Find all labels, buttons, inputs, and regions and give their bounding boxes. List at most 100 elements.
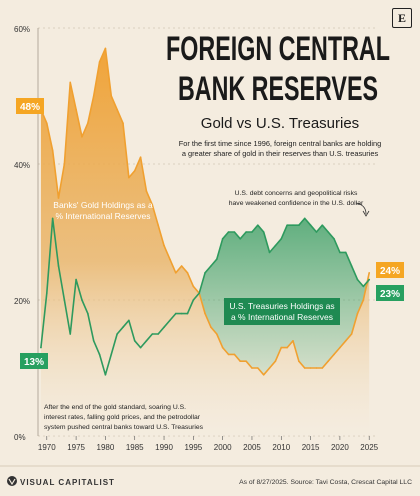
- debt-note-arrowhead: [362, 210, 370, 217]
- treasury-point: [368, 278, 371, 281]
- treasury-point: [51, 217, 54, 220]
- gold-point: [303, 367, 306, 369]
- treasury-point: [221, 238, 224, 240]
- x-tick-label: 2000: [214, 443, 232, 452]
- treasury-point: [145, 340, 148, 342]
- source-note: As of 8/27/2025. Source: Tavi Costa, Cre…: [239, 479, 412, 486]
- treasury-point: [315, 231, 318, 233]
- treasury-point: [339, 251, 341, 254]
- treasury-point: [274, 244, 277, 247]
- gold-point: [204, 312, 206, 315]
- gold-point: [63, 163, 66, 165]
- title-line-1: FOREIGN CENTRAL: [166, 30, 390, 68]
- gold-point: [362, 299, 365, 301]
- treasury-point: [104, 374, 107, 376]
- x-tick-label: 1985: [126, 443, 144, 452]
- gold-point: [116, 108, 118, 111]
- treasury-point: [321, 224, 324, 226]
- gold-point: [356, 312, 359, 315]
- treasury-point: [257, 224, 259, 226]
- debt-note-arrow: [355, 202, 367, 215]
- gold-point: [69, 81, 72, 84]
- treasury-point: [245, 231, 247, 233]
- treasury-point: [333, 238, 335, 240]
- gold-point: [221, 346, 224, 349]
- x-tick-label: 1970: [38, 443, 56, 452]
- gold-point: [157, 224, 159, 226]
- gold-point: [180, 265, 183, 267]
- treasury-series-label-box: U.S. Treasuries Holdings as a % Internat…: [224, 298, 340, 325]
- y-tick-label: 60%: [14, 25, 30, 34]
- gold-point: [333, 353, 335, 356]
- treasury-point: [75, 278, 77, 281]
- gold-end-value: 24%: [380, 266, 400, 277]
- treasury-point: [303, 217, 306, 220]
- gold-point: [57, 197, 60, 199]
- treasury-point: [280, 238, 283, 240]
- x-tick-label: 1990: [155, 443, 173, 452]
- treasury-point: [292, 224, 294, 226]
- debt-note-line-2: have weakened confidence in the U.S. dol…: [229, 200, 364, 207]
- gold-point: [133, 170, 136, 172]
- treasury-area: [40, 218, 370, 375]
- treasury-point: [110, 353, 113, 356]
- treasury-point: [45, 292, 48, 295]
- treasury-point: [186, 312, 189, 315]
- gold-point: [239, 360, 242, 363]
- gold-point: [292, 340, 294, 342]
- gold-point: [339, 346, 341, 349]
- x-tick-label: 2025: [360, 443, 378, 452]
- treasury-point: [163, 326, 165, 329]
- treasury-point: [362, 285, 365, 288]
- x-tick-label: 2010: [272, 443, 290, 452]
- gold-point: [122, 122, 124, 124]
- gold-point: [186, 272, 189, 274]
- gold-point: [192, 285, 195, 288]
- gold-series-label-line-2: % International Reserves: [56, 211, 151, 221]
- y-tick-label: 40%: [14, 161, 30, 170]
- gold-point: [145, 190, 148, 192]
- treasury-point: [192, 299, 195, 301]
- treasury-point: [233, 231, 236, 233]
- gold-point: [227, 353, 230, 356]
- treasury-point: [87, 312, 89, 315]
- treasury-series-label-line-1: U.S. Treasuries Holdings as: [229, 301, 334, 311]
- treasury-point: [92, 340, 95, 342]
- gold-point: [128, 176, 130, 179]
- history-note-line-3: system pushed central banks toward U.S. …: [44, 424, 204, 431]
- treasury-point: [327, 231, 329, 233]
- gold-point: [321, 367, 324, 369]
- treasury-point: [57, 265, 60, 267]
- gold-point: [233, 353, 236, 356]
- gold-end-badge: 24%: [376, 262, 404, 278]
- treasury-point: [139, 346, 142, 349]
- debt-note-line-1: U.S. debt concerns and geopolitical risk…: [235, 190, 358, 197]
- y-tick-label: 0%: [14, 433, 26, 442]
- gold-point: [210, 326, 212, 329]
- gold-point: [87, 122, 89, 124]
- treasury-point: [262, 231, 265, 233]
- treasury-point: [204, 272, 206, 274]
- gold-point: [327, 360, 329, 363]
- treasury-point: [63, 299, 66, 301]
- x-tick-label: 2005: [243, 443, 261, 452]
- treasury-point: [151, 333, 154, 335]
- gold-point: [298, 360, 300, 363]
- treasury-point: [268, 251, 271, 254]
- treasury-point: [81, 299, 83, 301]
- treasury-end-value: 23%: [380, 289, 400, 300]
- gold-start-badge: 48%: [16, 98, 44, 114]
- x-tick-label: 1995: [184, 443, 202, 452]
- y-tick-label: 20%: [14, 297, 30, 306]
- gold-point: [251, 367, 253, 369]
- treasury-point: [98, 353, 101, 356]
- gold-point: [245, 360, 247, 363]
- treasury-point: [286, 224, 288, 226]
- treasury-point: [215, 258, 218, 261]
- history-note-line-2: interest rates, falling gold prices, and…: [44, 414, 201, 421]
- gold-point: [268, 367, 271, 369]
- gold-point: [257, 367, 259, 369]
- treasury-point: [157, 333, 159, 335]
- treasury-point: [40, 346, 42, 349]
